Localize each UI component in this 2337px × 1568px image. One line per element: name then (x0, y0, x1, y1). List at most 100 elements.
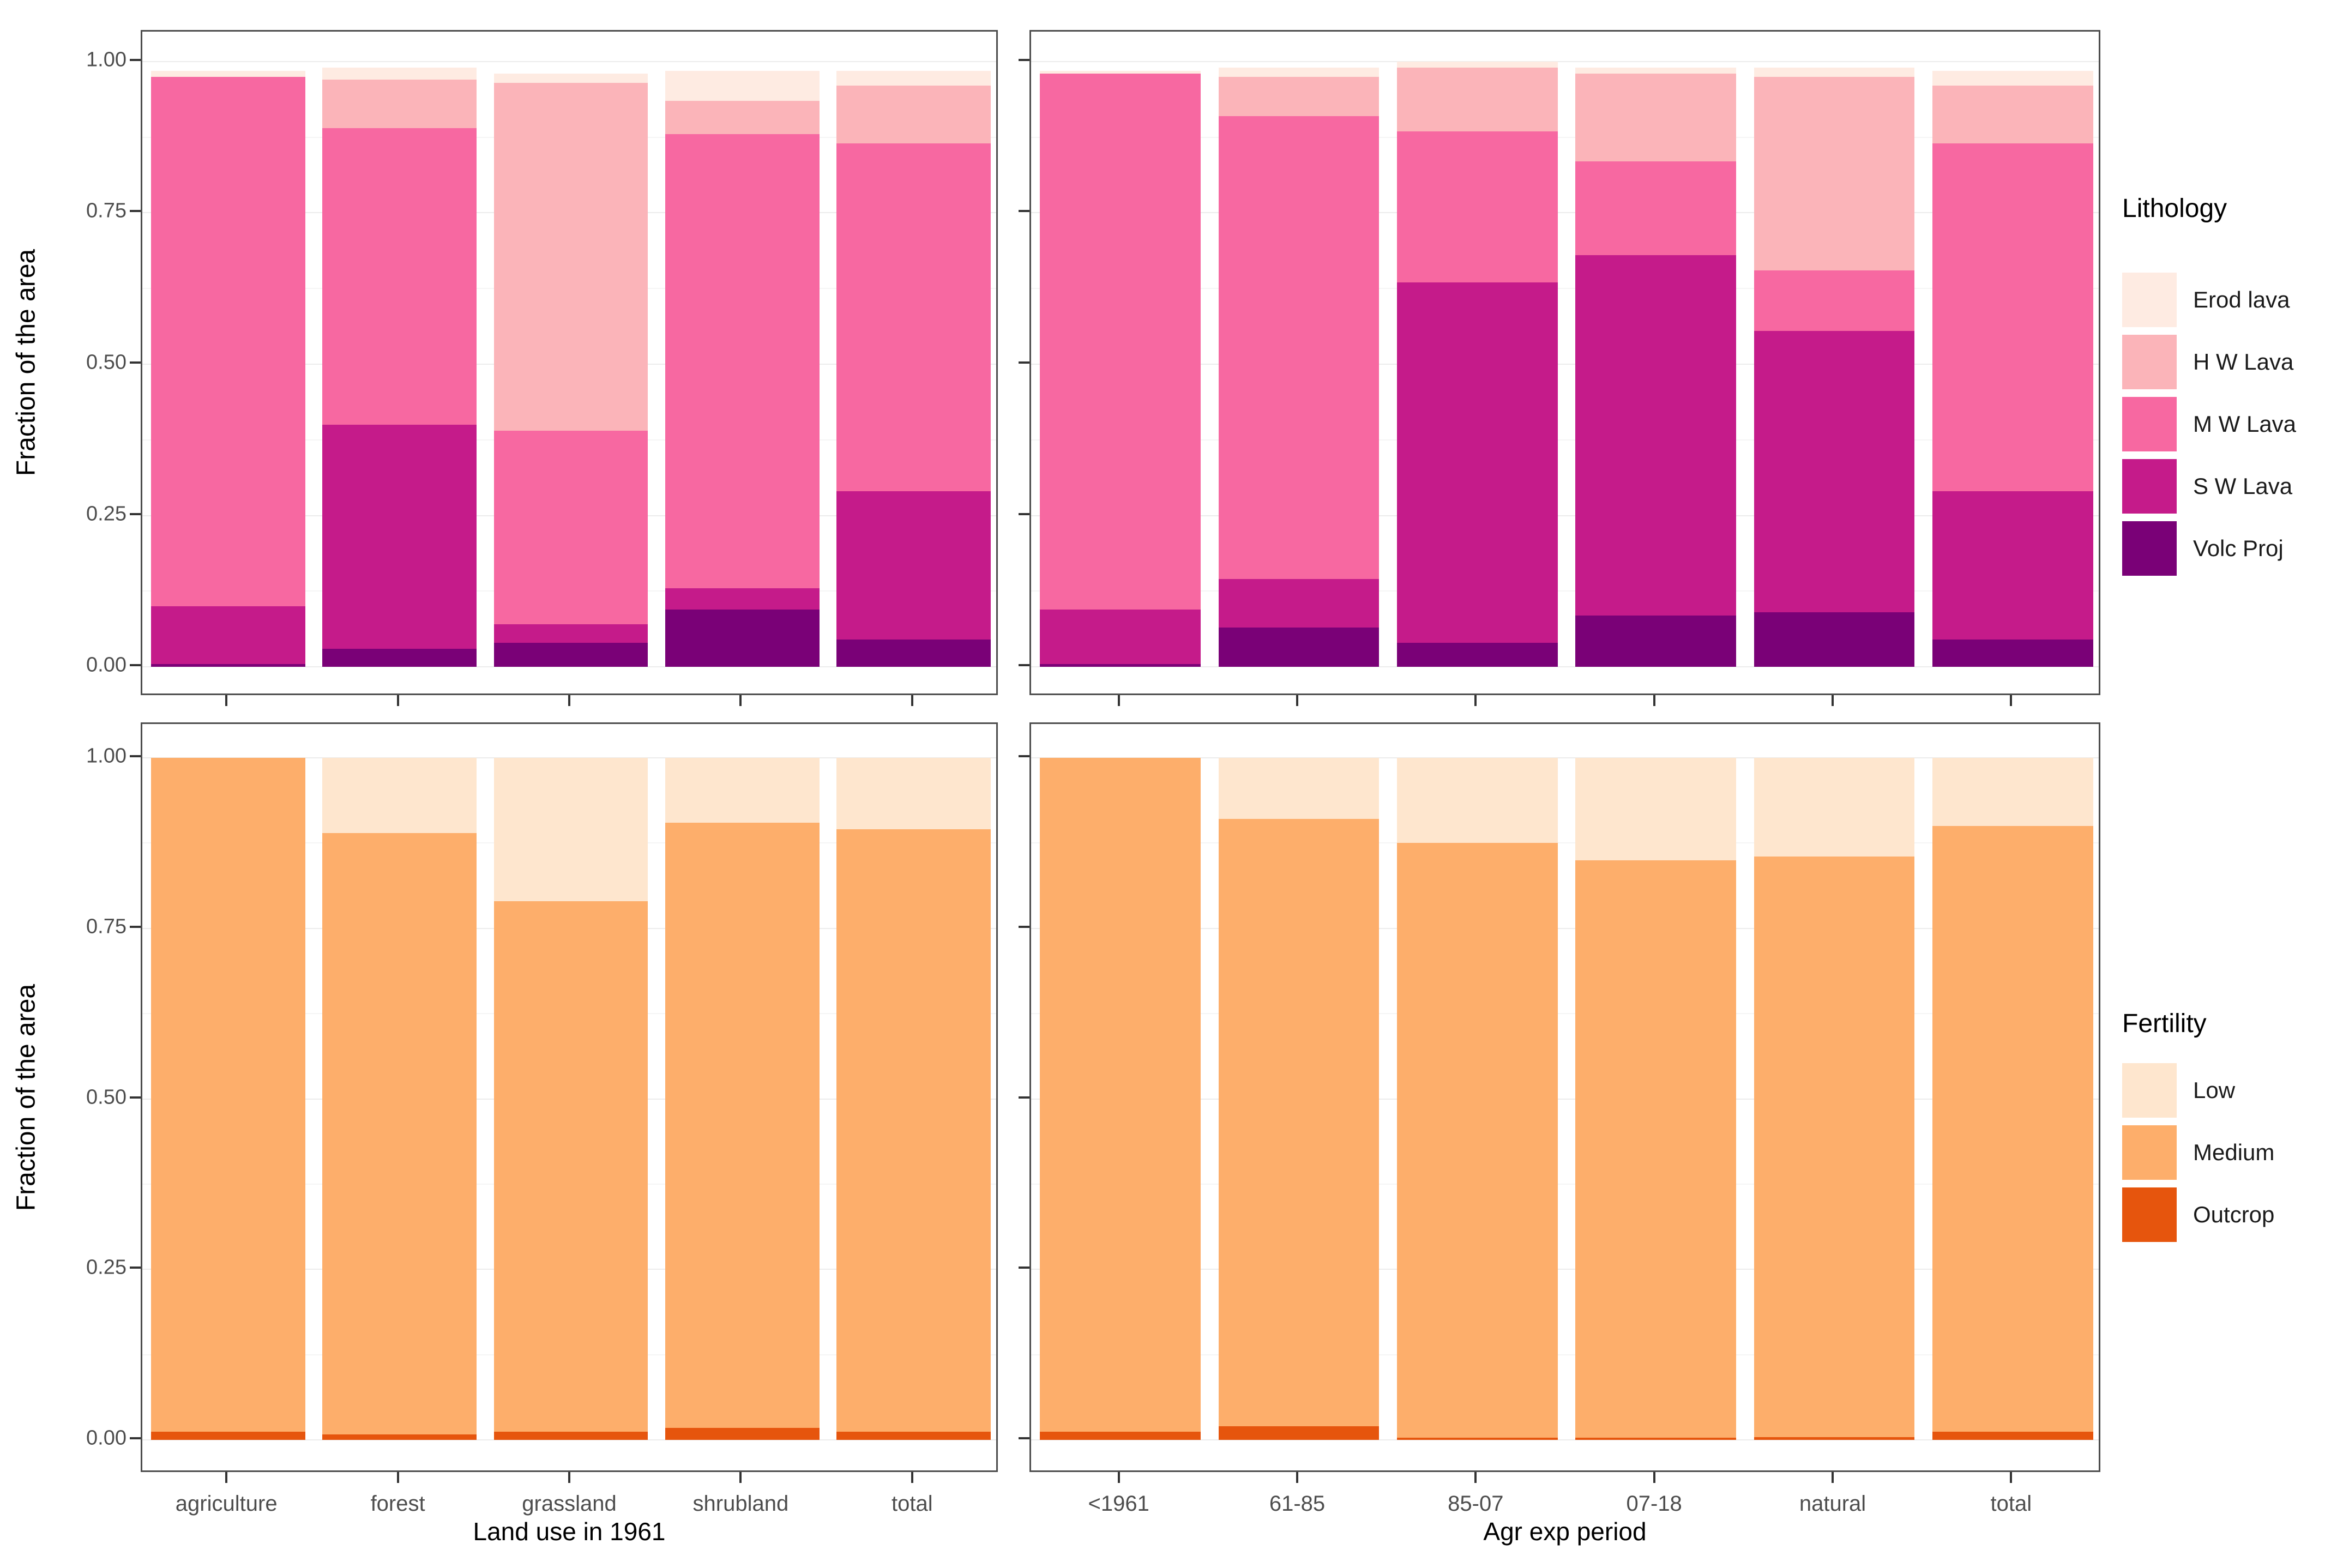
bar-segment-medium (322, 833, 477, 1435)
y-tick-mark (130, 755, 141, 757)
bar-segment-medium (1932, 826, 2093, 1432)
major-gridline (1031, 1098, 2099, 1100)
major-gridline (1031, 212, 2099, 214)
bar-segment-m-w-lava (322, 128, 477, 425)
bar-segment-outcrop (836, 1432, 991, 1440)
x-tick-mark (2010, 1472, 2013, 1483)
bar-segment-medium (1218, 819, 1380, 1427)
x-tick-label: shrubland (692, 1492, 789, 1516)
bar-segment-erod-lava (493, 74, 648, 83)
minor-gridline (1031, 1183, 2099, 1185)
x-tick-mark (396, 1472, 399, 1483)
legend-label: S W Lava (2193, 473, 2293, 499)
bar-segment-outcrop (150, 1432, 305, 1440)
bar-segment-h-w-lava (322, 80, 477, 129)
major-gridline (1031, 1269, 2099, 1270)
minor-gridline (1031, 1013, 2099, 1015)
bar-segment-outcrop (1575, 1438, 1736, 1440)
bar-segment-m-w-lava (1754, 270, 1915, 331)
y-tick-label: 0.50 (86, 1085, 127, 1108)
x-tick-mark (1832, 695, 1834, 706)
bar-segment-medium (1397, 843, 1558, 1438)
bar-segment-erod-lava (1218, 68, 1380, 77)
y-tick-mark (1019, 361, 1029, 364)
bar-segment-volc-proj (836, 640, 991, 667)
x-tick-mark (911, 1472, 913, 1483)
y-tick-mark (130, 512, 141, 515)
major-gridline (142, 1439, 996, 1441)
y-tick-mark (130, 58, 141, 61)
bar-segment-outcrop (665, 1427, 820, 1440)
bar-segment-m-w-lava (1932, 143, 2093, 492)
bar-segment-erod-lava (1040, 70, 1201, 74)
bar-segment-s-w-lava (1397, 282, 1558, 643)
bar-segment-erod-lava (322, 68, 477, 80)
bar-segment-m-w-lava (1040, 74, 1201, 610)
legend-label: Medium (2193, 1139, 2275, 1165)
major-gridline (1031, 61, 2099, 62)
x-tick-label: <1961 (1088, 1492, 1149, 1516)
major-gridline (1031, 927, 2099, 929)
bar-segment-s-w-lava (150, 606, 305, 664)
bar-segment-volc-proj (1754, 612, 1915, 667)
major-gridline (1031, 666, 2099, 668)
minor-gridline (1031, 590, 2099, 592)
x-axis-title-land-use: Land use in 1961 (473, 1517, 666, 1546)
x-tick-mark (568, 695, 570, 706)
bar-segment-m-w-lava (1575, 161, 1736, 256)
bar-segment-s-w-lava (1218, 579, 1380, 628)
x-tick-label: grassland (522, 1492, 617, 1516)
bar-segment-low (493, 757, 648, 901)
x-tick-mark (396, 695, 399, 706)
bar-segment-medium (836, 829, 991, 1432)
bar-segment-volc-proj (1932, 640, 2093, 667)
y-tick-mark (1019, 755, 1029, 757)
y-tick-mark (130, 210, 141, 213)
legend-swatch-s-w-lava (2122, 459, 2177, 514)
legend-title-lithology: Lithology (2122, 194, 2227, 223)
y-tick-mark (1019, 925, 1029, 928)
x-tick-label: 07-18 (1626, 1492, 1682, 1516)
plot-panel-row1-col0 (141, 722, 998, 1472)
y-tick-mark (130, 1267, 141, 1269)
bar-segment-low (836, 757, 991, 830)
bar-segment-low (665, 757, 820, 823)
bar-segment-volc-proj (493, 642, 648, 667)
bar-segment-erod-lava (836, 70, 991, 86)
bar-segment-h-w-lava (1218, 76, 1380, 116)
bar-segment-m-w-lava (665, 134, 820, 588)
bar-segment-medium (493, 901, 648, 1432)
y-tick-mark (1019, 1096, 1029, 1099)
y-tick-mark (1019, 664, 1029, 667)
minor-gridline (1031, 842, 2099, 844)
bar-segment-s-w-lava (322, 425, 477, 649)
bar-segment-m-w-lava (1397, 131, 1558, 283)
bar-segment-medium (1575, 860, 1736, 1438)
x-tick-mark (225, 695, 228, 706)
x-tick-label: total (891, 1492, 933, 1516)
legend-swatch-medium (2122, 1125, 2177, 1180)
x-tick-label: 61-85 (1269, 1492, 1326, 1516)
major-gridline (1031, 757, 2099, 758)
bar-segment-volc-proj (322, 648, 477, 667)
bar-segment-s-w-lava (1932, 491, 2093, 640)
x-tick-mark (1296, 1472, 1298, 1483)
y-tick-mark (1019, 1437, 1029, 1440)
bar-segment-volc-proj (665, 609, 820, 667)
major-gridline (142, 61, 996, 62)
y-tick-mark (130, 361, 141, 364)
minor-gridline (1031, 136, 2099, 138)
x-tick-mark (1832, 1472, 1834, 1483)
bar-segment-medium (665, 822, 820, 1428)
y-tick-label: 0.25 (86, 1256, 127, 1279)
legend-label: Volc Proj (2193, 535, 2284, 561)
bar-segment-h-w-lava (665, 101, 820, 135)
bar-segment-s-w-lava (665, 588, 820, 610)
legend-label: Outcrop (2193, 1202, 2275, 1227)
legend-swatch-erod-lava (2122, 273, 2177, 327)
bar-segment-low (322, 757, 477, 833)
x-tick-label: forest (370, 1492, 425, 1516)
x-tick-mark (1117, 695, 1120, 706)
x-tick-mark (1474, 1472, 1477, 1483)
